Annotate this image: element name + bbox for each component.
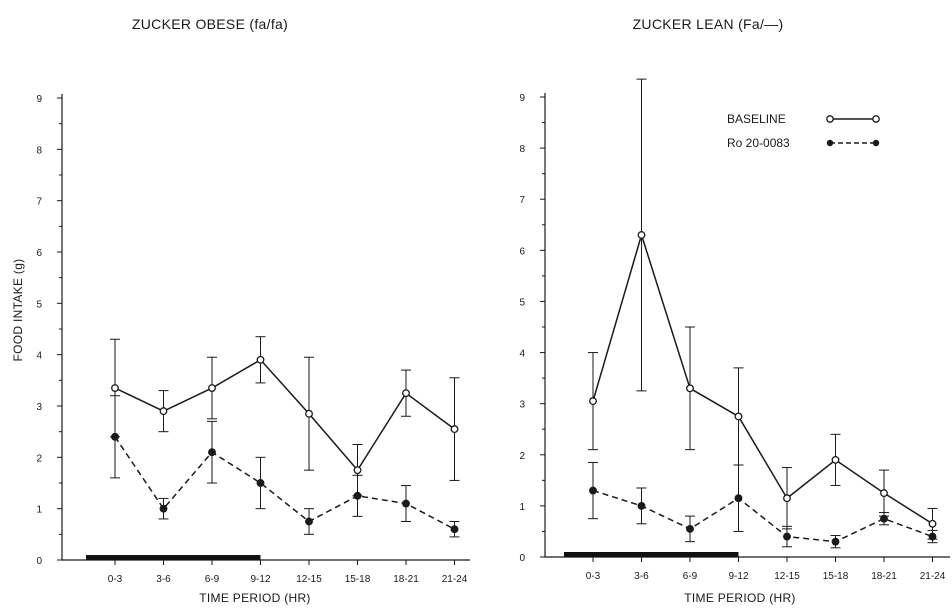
data-point-drug <box>880 514 888 523</box>
y-tick-label: 3 <box>519 400 525 411</box>
series-line-baseline <box>114 358 455 472</box>
y-tick-label: 0 <box>36 556 42 567</box>
y-tick-label: 4 <box>519 349 525 360</box>
data-point-drug <box>208 448 216 457</box>
legend-label-drug: Ro 20-0083 <box>727 136 790 150</box>
data-point-baseline <box>402 389 410 398</box>
x-tick-label: 18-21 <box>393 574 419 585</box>
x-tick-label: 6-9 <box>683 571 698 582</box>
y-tick-label: 2 <box>36 453 42 464</box>
data-point-drug <box>783 532 791 541</box>
data-point-baseline <box>734 412 743 421</box>
x-tick-label: 0-3 <box>108 574 123 585</box>
series-line-drug <box>114 436 455 530</box>
legend-marker-drug-left <box>826 139 834 147</box>
data-point-drug <box>686 524 694 533</box>
y-tick-label: 6 <box>519 246 525 257</box>
y-tick-label: 8 <box>36 145 42 156</box>
data-point-baseline <box>783 494 791 503</box>
data-point-drug <box>928 532 937 541</box>
data-point-baseline <box>686 384 694 393</box>
x-tick-label: 18-21 <box>871 571 897 582</box>
legend-marker-drug-right <box>872 139 880 147</box>
y-tick-label: 0 <box>519 553 525 564</box>
data-point-drug <box>111 432 119 441</box>
x-tick-label: 0-3 <box>586 571 601 582</box>
data-point-drug <box>831 537 840 546</box>
data-point-drug <box>159 504 168 513</box>
data-point-drug <box>637 501 646 510</box>
y-tick-label: 5 <box>519 297 525 308</box>
data-point-drug <box>734 494 743 503</box>
series-line-baseline <box>592 232 933 525</box>
data-point-drug <box>353 491 362 500</box>
panel-title: ZUCKER LEAN (Fa/—) <box>633 16 784 32</box>
data-point-baseline <box>208 384 216 392</box>
x-axis-label: TIME PERIOD (HR) <box>684 591 795 605</box>
x-axis-label: TIME PERIOD (HR) <box>199 591 310 605</box>
y-tick-label: 4 <box>36 351 42 362</box>
y-tick-label: 8 <box>519 144 525 155</box>
legend-marker-baseline-left <box>826 115 834 123</box>
data-point-baseline <box>880 489 888 498</box>
x-tick-label: 6-9 <box>205 574 220 585</box>
data-point-baseline <box>928 519 937 528</box>
legend-marker-baseline-right <box>872 115 880 123</box>
y-tick-label: 2 <box>519 451 525 462</box>
x-tick-label: 21-24 <box>442 574 468 585</box>
dark-period-bar <box>86 555 261 560</box>
x-tick-label: 15-18 <box>823 571 849 582</box>
data-point-baseline <box>111 384 119 392</box>
panel-zucker-obese: ZUCKER OBESE (fa/fa) FOOD INTAKE (g) TIM… <box>11 16 470 605</box>
data-point-baseline <box>305 409 313 418</box>
x-tick-label: 21-24 <box>920 571 946 582</box>
y-tick-label: 7 <box>519 195 525 206</box>
data-point-baseline <box>159 407 168 416</box>
y-tick-label: 1 <box>519 502 525 513</box>
y-tick-label: 9 <box>36 94 42 105</box>
legend: BASELINE Ro 20-0083 <box>727 112 880 150</box>
data-point-drug <box>402 499 410 508</box>
data-point-baseline <box>353 466 362 475</box>
dark-period-bar <box>564 552 739 557</box>
data-point-baseline <box>831 455 840 464</box>
legend-label-baseline: BASELINE <box>727 112 786 126</box>
series-line-drug <box>592 489 933 543</box>
x-tick-label: 9-12 <box>250 574 270 585</box>
panel-zucker-lean: ZUCKER LEAN (Fa/—) TIME PERIOD (HR) BASE… <box>519 16 950 605</box>
y-tick-label: 5 <box>36 299 42 310</box>
data-point-drug <box>450 525 459 534</box>
data-point-drug <box>256 479 265 487</box>
y-tick-label: 1 <box>36 505 42 516</box>
y-tick-label: 6 <box>36 248 42 259</box>
data-point-drug <box>589 486 597 495</box>
data-point-baseline <box>256 355 265 364</box>
data-point-baseline <box>450 425 459 434</box>
x-tick-label: 12-15 <box>774 571 800 582</box>
y-axis-label: FOOD INTAKE (g) <box>11 259 25 362</box>
panel-title: ZUCKER OBESE (fa/fa) <box>132 16 288 32</box>
x-tick-label: 3-6 <box>634 571 649 582</box>
data-point-baseline <box>589 397 597 406</box>
data-point-drug <box>305 517 313 526</box>
y-tick-label: 7 <box>36 197 42 208</box>
x-tick-label: 9-12 <box>728 571 748 582</box>
x-tick-label: 12-15 <box>296 574 322 585</box>
x-tick-label: 3-6 <box>156 574 171 585</box>
data-point-baseline <box>637 231 646 239</box>
x-tick-label: 15-18 <box>345 574 371 585</box>
y-tick-label: 3 <box>36 402 42 413</box>
y-tick-label: 9 <box>519 93 525 104</box>
